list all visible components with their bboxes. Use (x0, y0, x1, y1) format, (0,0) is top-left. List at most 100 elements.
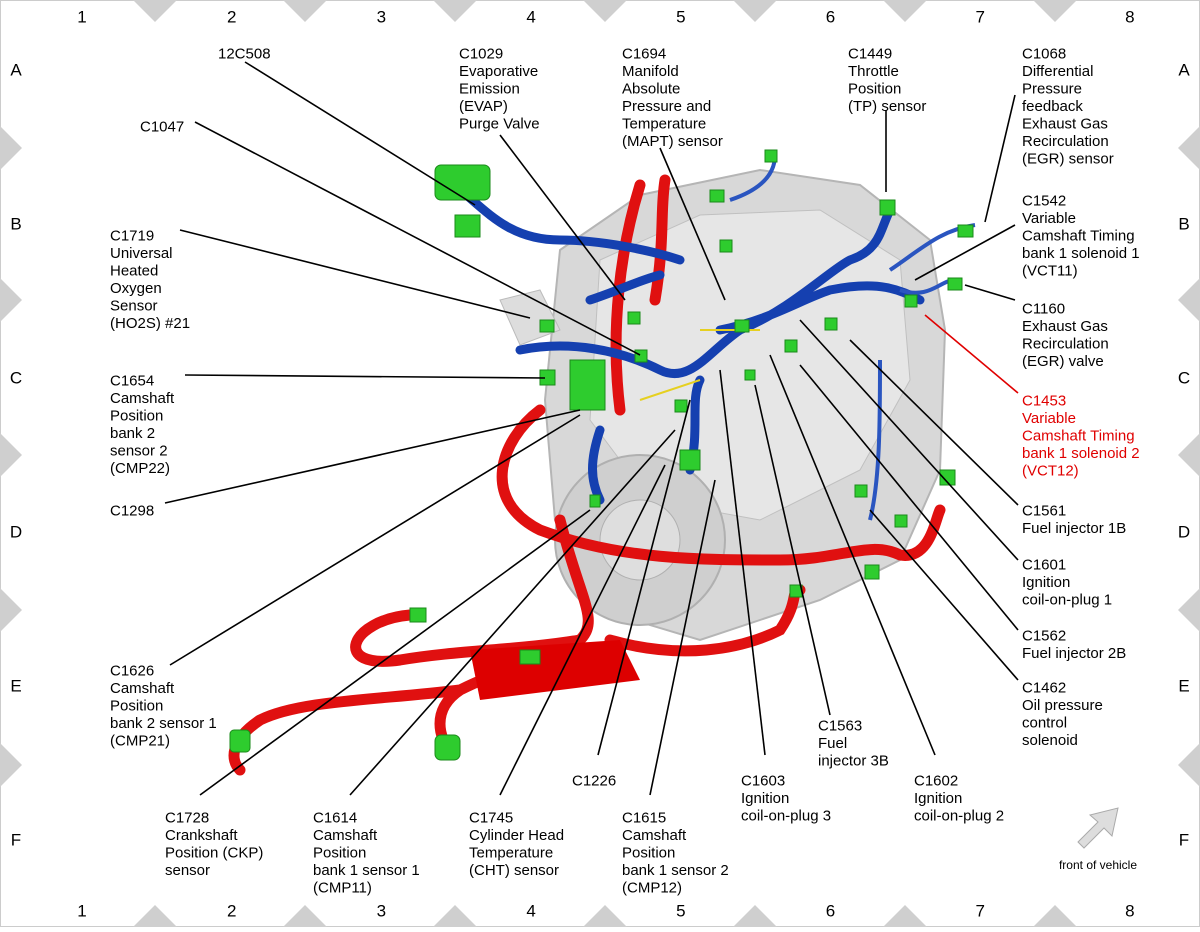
leader-line (799, 364, 1019, 631)
leader-line (849, 339, 1019, 506)
row-label: D (1178, 522, 1190, 541)
column-label: 3 (377, 901, 386, 920)
leader-line (244, 61, 476, 206)
column-label: 2 (227, 7, 236, 26)
leader-line (924, 314, 1019, 394)
column-label: 5 (676, 901, 685, 920)
callout-text: Camshaft (110, 390, 175, 407)
callout-text: Temperature (469, 844, 553, 861)
callout-text: control (1022, 714, 1067, 731)
callout-text: C1745 (469, 809, 513, 826)
callout-text: Fuel (818, 735, 847, 752)
callout-text: C1453 (1022, 392, 1066, 409)
column-label: 3 (377, 7, 386, 26)
callout-text: C1047 (140, 118, 184, 135)
callout-text: Evaporative (459, 63, 538, 80)
callout-text: Camshaft Timing (1022, 227, 1135, 244)
column-label: 6 (826, 901, 835, 920)
callout: C1298 (110, 502, 154, 519)
marker (733, 0, 777, 22)
callout: C1226 (572, 772, 616, 789)
leader-line (184, 374, 546, 379)
column-label: 7 (975, 7, 984, 26)
callout-text: Pressure (1022, 80, 1082, 97)
leader-line (719, 369, 766, 756)
callout-text: bank 1 sensor 2 (622, 862, 729, 879)
callout-text: feedback (1022, 98, 1083, 115)
callout-text: C1562 (1022, 627, 1066, 644)
marker (1033, 0, 1077, 22)
marker (1033, 905, 1077, 927)
column-label: 8 (1125, 901, 1134, 920)
callout-text: coil-on-plug 2 (914, 807, 1004, 824)
callout-text: Universal (110, 245, 173, 262)
callout-text: Position (313, 844, 366, 861)
callout-text: C1602 (914, 772, 958, 789)
callout: C1068DifferentialPressurefeedbackExhaust… (1022, 45, 1114, 167)
callout-text: (CHT) sensor (469, 862, 559, 879)
callout-text: C1542 (1022, 192, 1066, 209)
callout-text: C1603 (741, 772, 785, 789)
marker (883, 905, 927, 927)
column-label: 4 (526, 901, 535, 920)
callout-text: Purge Valve (459, 115, 540, 132)
row-label: B (10, 214, 21, 233)
callout-text: C1728 (165, 809, 209, 826)
callout-text: C1615 (622, 809, 666, 826)
callout-text: bank 1 sensor 1 (313, 862, 420, 879)
row-label: F (1179, 830, 1189, 849)
callout-text: Position (848, 80, 901, 97)
callout-text: Heated (110, 262, 158, 279)
row-label: E (10, 676, 21, 695)
leader-line (194, 121, 641, 356)
callout-text: C1626 (110, 662, 154, 679)
callout-text: Position (CKP) (165, 844, 263, 861)
callout-text: (TP) sensor (848, 98, 926, 115)
callout-text: Oil pressure (1022, 697, 1103, 714)
callout-text: Differential (1022, 63, 1093, 80)
callout: 12C508 (218, 45, 271, 62)
callout-text: Camshaft (313, 827, 378, 844)
callout-text: Recirculation (1022, 335, 1109, 352)
callout-text: (CMP11) (313, 879, 372, 896)
callout-text: (VCT11) (1022, 262, 1078, 279)
callout-text: Absolute (622, 80, 680, 97)
callout-text: (VCT12) (1022, 462, 1079, 479)
marker (583, 0, 627, 22)
callout-text: C1563 (818, 717, 862, 734)
callout-text: (CMP21) (110, 732, 170, 749)
callout-text: Fuel injector 2B (1022, 645, 1126, 662)
callout-text: coil-on-plug 1 (1022, 591, 1112, 608)
marker (433, 905, 477, 927)
callout-text: Variable (1022, 410, 1076, 427)
leader-line (649, 479, 716, 796)
callout-text: C1298 (110, 502, 154, 519)
marker (1178, 278, 1200, 322)
callout-text: bank 1 solenoid 2 (1022, 445, 1140, 462)
callout-text: Exhaust Gas (1022, 115, 1108, 132)
row-label: C (1178, 368, 1190, 387)
callout-text: bank 2 sensor 1 (110, 715, 217, 732)
leader-line (349, 429, 676, 796)
marker (433, 0, 477, 22)
callout-text: C1614 (313, 809, 357, 826)
callout-text: Emission (459, 80, 520, 97)
marker (0, 588, 22, 632)
leader-line (597, 399, 691, 756)
callout-text: bank 2 (110, 425, 155, 442)
callout-text: Recirculation (1022, 133, 1109, 150)
callout-text: (CMP12) (622, 879, 682, 896)
callout-text: solenoid (1022, 732, 1078, 749)
